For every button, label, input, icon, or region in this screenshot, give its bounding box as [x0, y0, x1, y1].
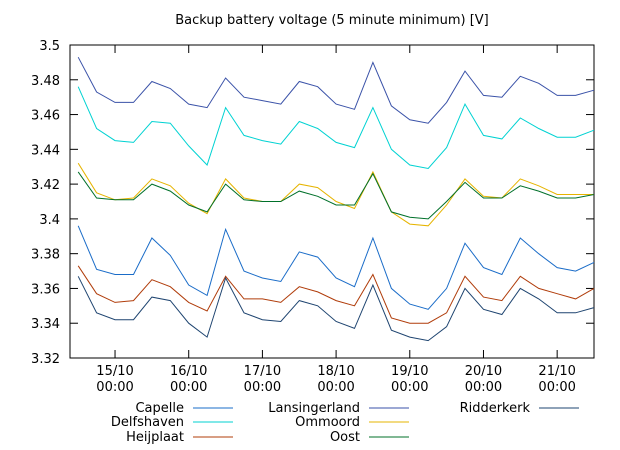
- x-tick-label-line: 00:00: [96, 380, 133, 395]
- x-tick-label-line: 00:00: [538, 380, 575, 395]
- series-line: [77, 171, 595, 220]
- x-tick-label-line: 19/10: [391, 364, 428, 379]
- x-tick-label-line: 00:00: [244, 380, 281, 395]
- series-line: [77, 86, 595, 170]
- y-tick-label: 3.32: [31, 352, 60, 367]
- legend-label: Capelle: [135, 401, 184, 416]
- x-tick-label: 16/10 00:00: [170, 364, 207, 395]
- x-tick-label-line: 00:00: [317, 380, 354, 395]
- series-line: [77, 56, 595, 124]
- x-tick-label-line: 21/10: [538, 364, 575, 379]
- x-tick-label-line: 20/10: [465, 364, 502, 379]
- plot-frame: [69, 44, 595, 359]
- y-tick-label: 3.4: [39, 213, 60, 228]
- y-tick-label: 3.5: [39, 39, 60, 54]
- legend-label: Lansingerland: [268, 401, 360, 416]
- x-tick-label-line: 17/10: [244, 364, 281, 379]
- legend-label: Heijplaat: [126, 430, 184, 445]
- x-tick-label-line: 18/10: [317, 364, 354, 379]
- chart-title: Backup battery voltage (5 minute minimum…: [175, 13, 488, 28]
- x-tick-label: 18/10 00:00: [317, 364, 354, 395]
- y-tick-label: 3.42: [31, 178, 60, 193]
- y-tick-label: 3.34: [31, 317, 60, 332]
- series-line: [77, 162, 594, 227]
- series-line: [77, 276, 595, 342]
- series-line: [77, 265, 595, 324]
- y-tick-label: 3.38: [31, 248, 60, 263]
- y-tick-label: 3.44: [31, 143, 60, 158]
- x-tick-label: 20/10 00:00: [465, 364, 502, 395]
- x-tick-label-line: 00:00: [391, 380, 428, 395]
- y-tick-label: 3.46: [31, 109, 60, 124]
- x-tick-label-line: 00:00: [465, 380, 502, 395]
- x-tick-label: 19/10 00:00: [391, 364, 428, 395]
- x-tick-label-line: 15/10: [96, 364, 133, 379]
- legend-label: Ommoord: [295, 415, 360, 430]
- x-tick-label: 15/10 00:00: [96, 364, 133, 395]
- x-tick-label-line: 00:00: [170, 380, 207, 395]
- legend-label: Ridderkerk: [460, 401, 531, 416]
- y-tick-label: 3.48: [31, 74, 60, 89]
- legend-label: Delfshaven: [111, 415, 184, 430]
- legend-label: Oost: [330, 430, 360, 445]
- x-tick-label-line: 16/10: [170, 364, 207, 379]
- x-tick-label: 17/10 00:00: [244, 364, 281, 395]
- x-tick-label: 21/10 00:00: [538, 364, 575, 395]
- y-tick-label: 3.36: [31, 282, 60, 297]
- series-line: [77, 225, 595, 310]
